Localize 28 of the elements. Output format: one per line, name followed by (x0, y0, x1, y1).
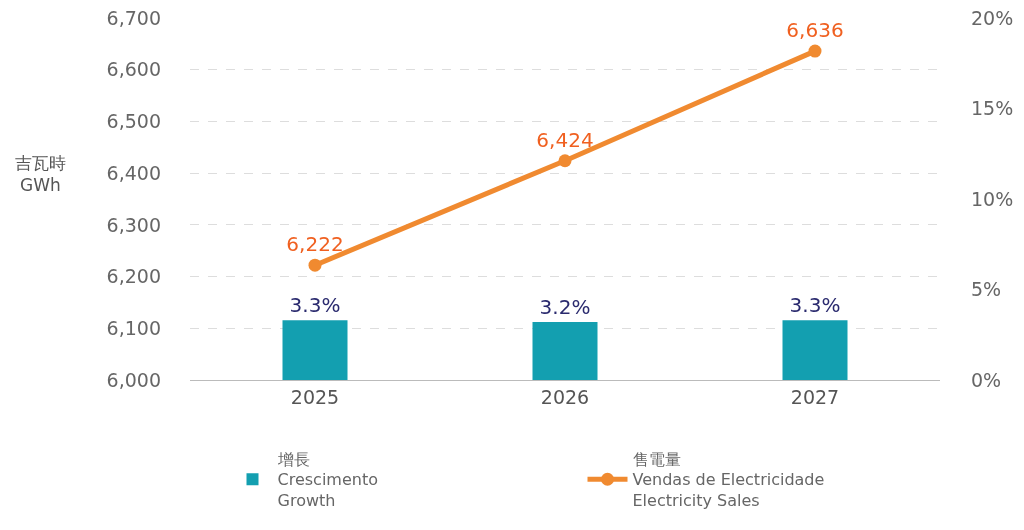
y2-tick-label: 5% (971, 278, 1002, 301)
data-label: 6,636 (786, 17, 844, 42)
y-tick-label: 6,700 (106, 6, 161, 29)
y2-tick-label: 15% (971, 97, 1014, 120)
y-tick-label: 6,100 (106, 316, 161, 339)
data-label: 3.3% (289, 293, 341, 318)
y-axis-title: 吉瓦時 GWh (15, 153, 66, 196)
legend-label: 增長 Crescimento Growth (276, 449, 378, 511)
y-tick-label: 6,200 (106, 265, 161, 288)
y-tick-label: 6,400 (106, 161, 161, 184)
y2-tick-label: 20% (971, 6, 1014, 29)
x-tick-label: 2027 (790, 385, 840, 408)
legend-label: 售電量 Vendas de Electricidade Electricity Sales (632, 449, 825, 511)
y-tick-label: 6,000 (106, 368, 161, 391)
data-label: 6,222 (286, 232, 344, 257)
data-label: 3.2% (539, 295, 591, 320)
point (308, 258, 322, 272)
point (558, 154, 572, 168)
y2-tick-label: 0% (971, 368, 1002, 391)
y2-tick-label: 10% (971, 187, 1014, 210)
data-label: 6,424 (536, 127, 594, 152)
data-label: 3.3% (789, 293, 841, 318)
point (808, 44, 822, 58)
y-tick-label: 6,300 (106, 213, 161, 236)
x-tick-label: 2025 (290, 385, 340, 408)
y-tick-label: 6,600 (106, 58, 161, 81)
x-tick-label: 2026 (540, 385, 590, 408)
y-tick-label: 6,500 (106, 110, 161, 133)
